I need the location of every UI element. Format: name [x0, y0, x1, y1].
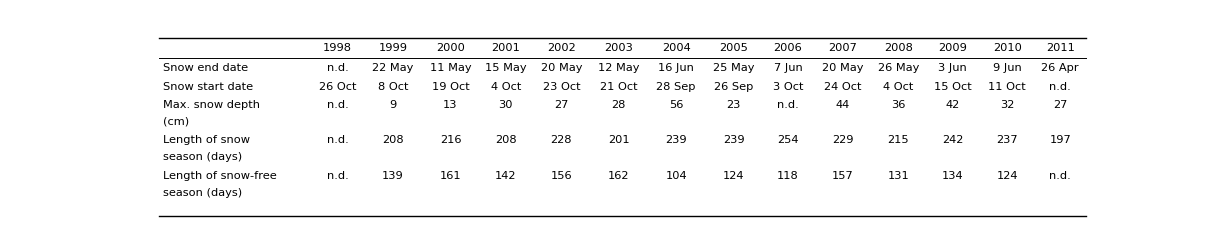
Text: Length of snow: Length of snow: [163, 135, 250, 145]
Text: 28 Sep: 28 Sep: [656, 82, 696, 92]
Text: 4 Oct: 4 Oct: [491, 82, 521, 92]
Text: 20 May: 20 May: [821, 63, 863, 73]
Text: 28: 28: [611, 100, 626, 110]
Text: 30: 30: [498, 100, 513, 110]
Text: 36: 36: [891, 100, 905, 110]
Text: 2008: 2008: [885, 43, 912, 53]
Text: 16 Jun: 16 Jun: [659, 63, 694, 73]
Text: 11 May: 11 May: [430, 63, 471, 73]
Text: 3 Oct: 3 Oct: [773, 82, 803, 92]
Text: 228: 228: [550, 135, 572, 145]
Text: season (days): season (days): [163, 188, 242, 198]
Text: 208: 208: [383, 135, 403, 145]
Text: 161: 161: [440, 171, 462, 181]
Text: 239: 239: [723, 135, 745, 145]
Text: 24 Oct: 24 Oct: [824, 82, 861, 92]
Text: n.d.: n.d.: [1050, 82, 1072, 92]
Text: 21 Oct: 21 Oct: [600, 82, 638, 92]
Text: 2009: 2009: [938, 43, 967, 53]
Text: 9: 9: [389, 100, 396, 110]
Text: 237: 237: [996, 135, 1018, 145]
Text: 13: 13: [443, 100, 458, 110]
Text: 3 Jun: 3 Jun: [938, 63, 967, 73]
Text: 242: 242: [942, 135, 963, 145]
Text: 2011: 2011: [1046, 43, 1074, 53]
Text: 157: 157: [831, 171, 853, 181]
Text: 27: 27: [554, 100, 569, 110]
Text: 254: 254: [778, 135, 798, 145]
Text: (cm): (cm): [163, 117, 190, 126]
Text: 104: 104: [666, 171, 686, 181]
Text: 15 May: 15 May: [485, 63, 526, 73]
Text: 4 Oct: 4 Oct: [883, 82, 914, 92]
Text: 2001: 2001: [491, 43, 520, 53]
Text: n.d.: n.d.: [1050, 171, 1072, 181]
Text: 131: 131: [887, 171, 909, 181]
Text: n.d.: n.d.: [327, 135, 349, 145]
Text: season (days): season (days): [163, 152, 242, 162]
Text: n.d.: n.d.: [327, 63, 349, 73]
Text: 124: 124: [996, 171, 1018, 181]
Text: 201: 201: [608, 135, 629, 145]
Text: 124: 124: [723, 171, 745, 181]
Text: 26 Apr: 26 Apr: [1041, 63, 1079, 73]
Text: n.d.: n.d.: [327, 171, 349, 181]
Text: 20 May: 20 May: [541, 63, 582, 73]
Text: n.d.: n.d.: [778, 100, 799, 110]
Text: Length of snow-free: Length of snow-free: [163, 171, 277, 181]
Text: 2005: 2005: [719, 43, 748, 53]
Text: 2004: 2004: [662, 43, 690, 53]
Text: 208: 208: [495, 135, 516, 145]
Text: 239: 239: [666, 135, 686, 145]
Text: 118: 118: [778, 171, 799, 181]
Text: 2002: 2002: [547, 43, 576, 53]
Text: 7 Jun: 7 Jun: [774, 63, 802, 73]
Text: 27: 27: [1053, 100, 1068, 110]
Text: 26 Oct: 26 Oct: [318, 82, 356, 92]
Text: 19 Oct: 19 Oct: [431, 82, 469, 92]
Text: Snow end date: Snow end date: [163, 63, 248, 73]
Text: 156: 156: [550, 171, 572, 181]
Text: Snow start date: Snow start date: [163, 82, 253, 92]
Text: 9 Jun: 9 Jun: [993, 63, 1022, 73]
Text: n.d.: n.d.: [327, 100, 349, 110]
Text: 197: 197: [1050, 135, 1072, 145]
Text: 11 Oct: 11 Oct: [988, 82, 1027, 92]
Text: 2007: 2007: [827, 43, 857, 53]
Text: 23: 23: [727, 100, 741, 110]
Text: 26 Sep: 26 Sep: [714, 82, 753, 92]
Text: 162: 162: [608, 171, 629, 181]
Text: 1999: 1999: [379, 43, 407, 53]
Text: 23 Oct: 23 Oct: [543, 82, 580, 92]
Text: 142: 142: [496, 171, 516, 181]
Text: 2000: 2000: [436, 43, 465, 53]
Text: 139: 139: [383, 171, 403, 181]
Text: 56: 56: [669, 100, 683, 110]
Text: 216: 216: [440, 135, 462, 145]
Text: 2006: 2006: [774, 43, 802, 53]
Text: 134: 134: [942, 171, 963, 181]
Text: Max. snow depth: Max. snow depth: [163, 100, 260, 110]
Text: 2010: 2010: [993, 43, 1022, 53]
Text: 2003: 2003: [604, 43, 633, 53]
Text: 26 May: 26 May: [877, 63, 919, 73]
Text: 229: 229: [832, 135, 853, 145]
Text: 32: 32: [1000, 100, 1015, 110]
Text: 8 Oct: 8 Oct: [378, 82, 408, 92]
Text: 25 May: 25 May: [713, 63, 755, 73]
Text: 15 Oct: 15 Oct: [934, 82, 972, 92]
Text: 44: 44: [836, 100, 849, 110]
Text: 42: 42: [945, 100, 960, 110]
Text: 1998: 1998: [323, 43, 352, 53]
Text: 22 May: 22 May: [372, 63, 414, 73]
Text: 215: 215: [888, 135, 909, 145]
Text: 12 May: 12 May: [598, 63, 639, 73]
